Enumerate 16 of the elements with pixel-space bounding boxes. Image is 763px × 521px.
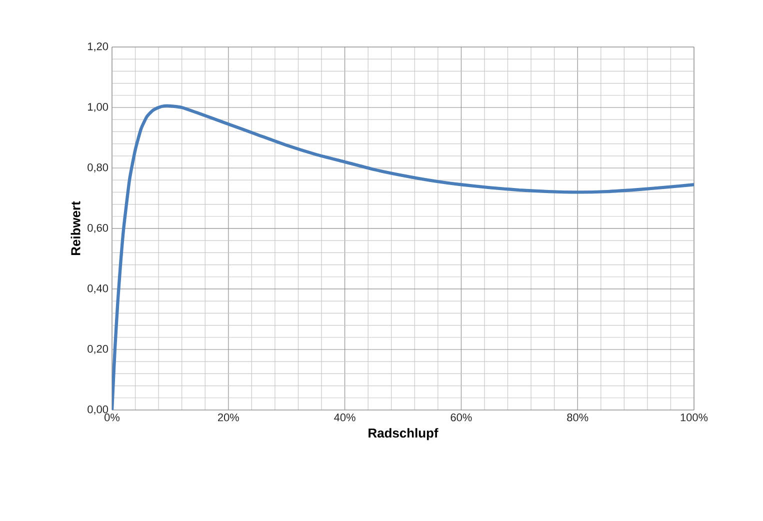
y-tick-label: 1,00 [88,102,108,112]
x-tick-label: 40% [334,414,356,422]
y-tick-label: 0,20 [88,344,108,354]
x-tick-label: 0% [104,414,120,422]
y-tick-label: 0,00 [88,405,108,415]
y-axis-title: Reibwert [70,201,80,255]
x-tick-label: 100% [680,414,708,422]
y-tick-label: 0,80 [88,163,108,173]
x-tick-label: 80% [567,414,588,422]
y-tick-label: 0,40 [88,284,108,294]
x-tick-label: 60% [450,414,472,422]
y-tick-label: 1,20 [88,42,108,52]
x-axis-title: Radschlupf [368,428,438,440]
line-series [112,104,694,410]
y-tick-label: 0,60 [88,224,108,234]
x-tick-label: 20% [218,414,239,422]
